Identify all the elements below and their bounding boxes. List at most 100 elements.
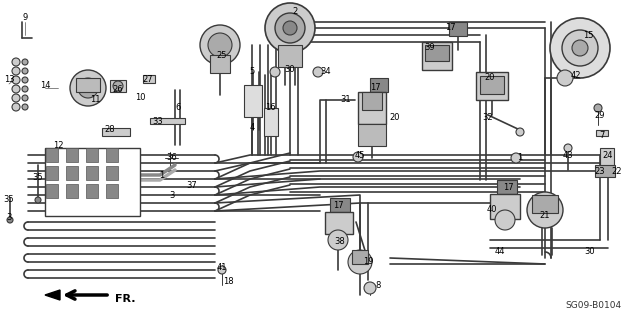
Text: 19: 19 [363, 257, 373, 266]
Circle shape [516, 128, 524, 136]
Polygon shape [45, 290, 60, 300]
Text: 3: 3 [6, 213, 12, 222]
Circle shape [283, 21, 297, 35]
Text: 28: 28 [105, 125, 115, 135]
Circle shape [562, 30, 598, 66]
Text: 17: 17 [445, 24, 455, 33]
Text: 8: 8 [375, 280, 381, 290]
Bar [370, 78, 388, 92]
Bar [532, 195, 558, 213]
Circle shape [12, 94, 20, 102]
Circle shape [22, 95, 28, 101]
Text: 24: 24 [603, 151, 613, 160]
Bar [76, 78, 100, 92]
Text: 20: 20 [484, 73, 495, 83]
Bar [110, 80, 126, 92]
Bar [86, 184, 98, 198]
Bar [106, 166, 118, 180]
Text: 13: 13 [4, 76, 14, 85]
Text: 36: 36 [166, 153, 177, 162]
Bar [143, 75, 155, 83]
Text: 1: 1 [159, 170, 164, 180]
Circle shape [594, 104, 602, 112]
Text: 17: 17 [370, 84, 380, 93]
Text: 40: 40 [487, 205, 497, 214]
Text: 17: 17 [502, 183, 513, 192]
Bar [600, 148, 614, 170]
Bar [210, 55, 230, 73]
Text: 21: 21 [540, 211, 550, 219]
Text: 15: 15 [583, 31, 593, 40]
Bar [66, 184, 78, 198]
Text: 7: 7 [599, 130, 605, 139]
Text: 16: 16 [265, 103, 275, 113]
Text: 20: 20 [390, 114, 400, 122]
Circle shape [12, 67, 20, 75]
Bar [480, 76, 504, 94]
Text: 38: 38 [335, 238, 346, 247]
Text: SG09-B0104: SG09-B0104 [566, 301, 622, 310]
Bar [278, 45, 302, 67]
Bar [476, 72, 508, 100]
Bar [150, 118, 185, 124]
Text: 44: 44 [495, 248, 505, 256]
Circle shape [572, 40, 588, 56]
Text: 5: 5 [250, 68, 255, 77]
Circle shape [270, 67, 280, 77]
Circle shape [313, 67, 323, 77]
Bar [264, 108, 278, 136]
Text: 11: 11 [90, 95, 100, 105]
Bar [358, 124, 386, 146]
Text: 10: 10 [135, 93, 145, 102]
Text: 22: 22 [612, 167, 622, 176]
Bar [595, 165, 615, 177]
Text: 6: 6 [175, 103, 180, 113]
Circle shape [527, 192, 563, 228]
Bar [106, 184, 118, 198]
Bar [490, 194, 520, 219]
Circle shape [564, 144, 572, 152]
Circle shape [22, 68, 28, 74]
Bar [358, 92, 386, 124]
Bar [86, 166, 98, 180]
Circle shape [78, 78, 98, 98]
Bar [66, 166, 78, 180]
Circle shape [12, 103, 20, 111]
Circle shape [328, 230, 348, 250]
Circle shape [275, 13, 305, 43]
Text: FR.: FR. [115, 294, 136, 304]
Text: 1: 1 [517, 153, 523, 162]
Bar [497, 180, 517, 194]
Bar [330, 198, 350, 212]
Text: 30: 30 [285, 65, 295, 75]
Text: 27: 27 [143, 76, 154, 85]
Circle shape [22, 59, 28, 65]
Circle shape [70, 70, 106, 106]
Bar [362, 92, 382, 110]
Circle shape [22, 104, 28, 110]
Circle shape [12, 85, 20, 93]
Text: 9: 9 [22, 13, 28, 23]
Circle shape [113, 81, 123, 91]
Text: 31: 31 [340, 95, 351, 105]
Text: 45: 45 [355, 151, 365, 160]
Text: 43: 43 [563, 151, 573, 160]
Text: 34: 34 [321, 68, 332, 77]
Circle shape [550, 18, 610, 78]
Bar [244, 85, 262, 117]
Text: 4: 4 [250, 123, 255, 132]
Bar [425, 45, 449, 61]
Circle shape [364, 282, 376, 294]
Bar [46, 148, 58, 162]
Circle shape [35, 197, 41, 203]
Circle shape [12, 58, 20, 66]
Bar [66, 148, 78, 162]
Text: 3: 3 [170, 190, 175, 199]
Circle shape [511, 153, 521, 163]
Bar [102, 128, 130, 136]
Text: 29: 29 [595, 110, 605, 120]
Circle shape [12, 76, 20, 84]
Text: 12: 12 [52, 140, 63, 150]
Bar [596, 130, 608, 136]
Text: 23: 23 [595, 167, 605, 176]
